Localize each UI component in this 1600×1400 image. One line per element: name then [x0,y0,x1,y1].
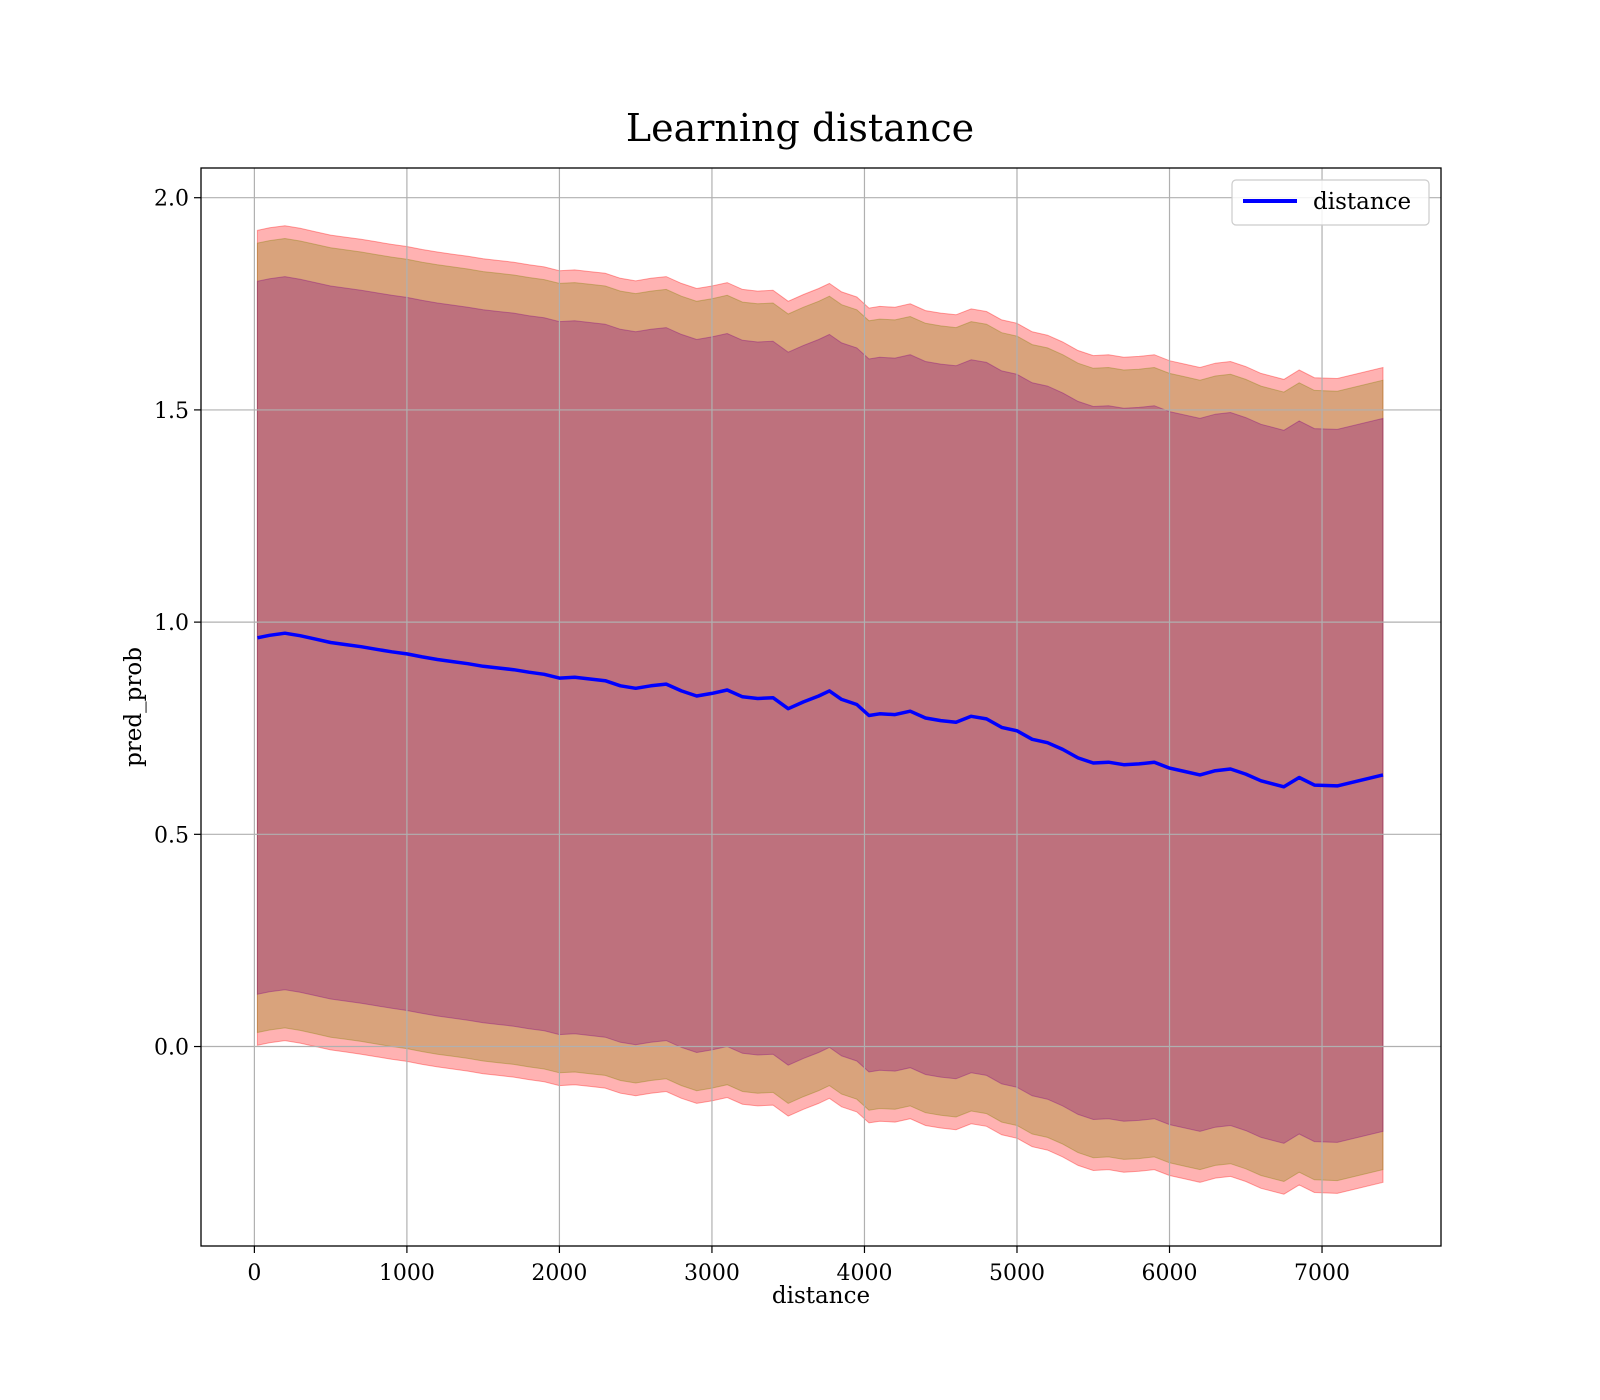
series-lines [257,631,1384,789]
plot-background [201,168,1441,1246]
y-tick-label: 0.0 [154,1036,189,1061]
x-axis-ticks: 0 1000 2000 3000 4000 5000 6000 7000 [247,1246,1350,1286]
grid-lines [201,168,1441,1246]
series-line-distance [257,631,1384,789]
plot-area [201,168,1441,1246]
x-tick-label: 5000 [989,1261,1045,1286]
band-inner [256,276,1384,1144]
band-middle [256,237,1384,1183]
plot-frame [200,167,1442,1247]
legend: distance [1231,179,1430,226]
chart-title: Learning distance [626,106,974,150]
y-tick-label: 2.0 [154,187,189,212]
x-tick-label: 2000 [531,1261,587,1286]
x-tick-label: 0 [247,1261,261,1286]
confidence-bands [256,225,1384,1195]
x-tick-label: 6000 [1142,1261,1198,1286]
y-tick-label: 1.5 [154,399,189,424]
y-axis-label: pred_prob [121,647,147,767]
x-tick-label: 7000 [1294,1261,1350,1286]
y-tick-label: 1.0 [154,611,189,636]
x-tick-label: 4000 [836,1261,892,1286]
y-axis-ticks: 0.0 0.5 1.0 1.5 2.0 [154,187,201,1061]
x-axis-label: distance [772,1283,870,1309]
legend-box [1231,179,1430,226]
band-outer [256,225,1384,1195]
y-tick-label: 0.5 [154,823,189,848]
x-tick-label: 1000 [379,1261,435,1286]
legend-label-distance: distance [1313,189,1411,215]
x-tick-label: 3000 [684,1261,740,1286]
